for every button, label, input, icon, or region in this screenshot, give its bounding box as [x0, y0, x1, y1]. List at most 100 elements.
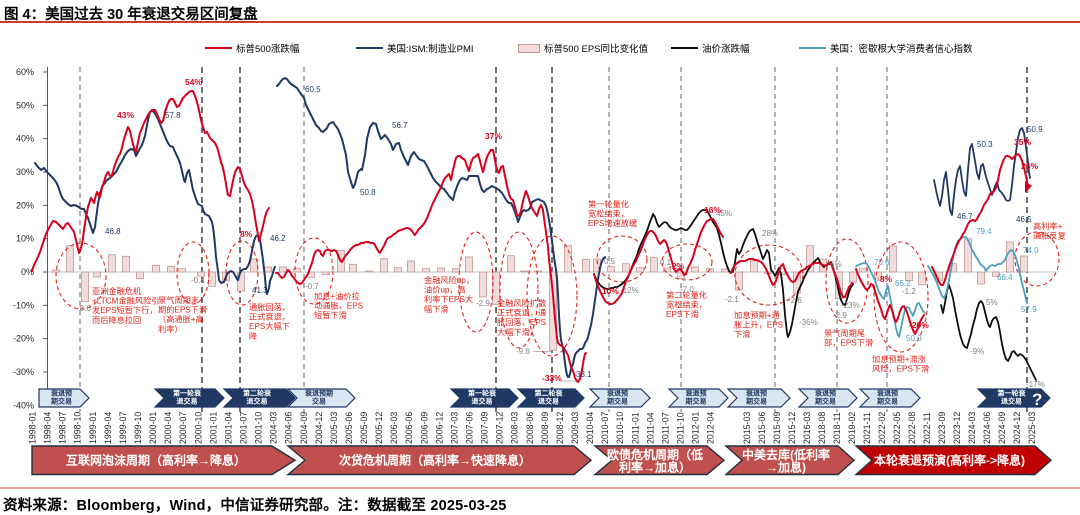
svg-text:2018-11: 2018-11 [832, 412, 842, 444]
svg-text:本轮衰退预演(高利率->降息): 本轮衰退预演(高利率->降息) [874, 453, 1025, 468]
svg-text:37%: 37% [485, 131, 502, 141]
svg-text:2001-04: 2001-04 [223, 412, 233, 444]
svg-text:57.9: 57.9 [1021, 305, 1037, 314]
svg-text:16%: 16% [704, 205, 721, 215]
svg-text:46.2: 46.2 [270, 234, 286, 243]
svg-text:2006-06: 2006-06 [404, 412, 414, 444]
svg-text:40%: 40% [16, 134, 34, 144]
svg-text:1999-01: 1999-01 [88, 412, 98, 444]
svg-text:衰退预: 衰退预 [876, 389, 898, 398]
svg-text:45%: 45% [716, 209, 732, 218]
svg-text:46.8: 46.8 [105, 227, 121, 236]
svg-text:-1.2: -1.2 [902, 287, 916, 296]
svg-text:第一轮衰: 第一轮衰 [468, 389, 497, 398]
svg-text:2011-10: 2011-10 [676, 412, 686, 444]
svg-text:28%: 28% [762, 229, 778, 238]
svg-text:2005-09: 2005-09 [359, 412, 369, 444]
svg-text:2005-06: 2005-06 [344, 412, 354, 444]
svg-text:2022-11: 2022-11 [922, 412, 932, 444]
svg-text:2000-04: 2000-04 [163, 412, 173, 444]
svg-text:2006-03: 2006-03 [389, 412, 399, 444]
svg-text:2008-06: 2008-06 [525, 412, 535, 444]
svg-text:50.8: 50.8 [360, 188, 376, 197]
svg-text:第一轮衰: 第一轮衰 [173, 389, 202, 398]
svg-text:2009-03: 2009-03 [570, 412, 580, 444]
svg-text:-33%: -33% [542, 373, 562, 383]
svg-text:利率→加息）: 利率→加息） [619, 460, 691, 475]
svg-text:2004-03: 2004-03 [269, 412, 279, 444]
svg-text:35%: 35% [1014, 137, 1031, 147]
svg-text:衰退预: 衰退预 [606, 389, 628, 398]
svg-text:74.0: 74.0 [1023, 246, 1039, 255]
svg-text:2004-09: 2004-09 [299, 412, 309, 444]
svg-text:-10%: -10% [13, 300, 34, 310]
svg-text:-40%: -40% [13, 400, 34, 410]
svg-text:79.4: 79.4 [976, 227, 992, 236]
svg-text:退交易: 退交易 [1001, 397, 1022, 406]
svg-text:期交易: 期交易 [51, 397, 72, 406]
svg-text:交易: 交易 [312, 397, 326, 406]
svg-text:-23%: -23% [841, 301, 860, 310]
svg-text:-2.1: -2.1 [725, 295, 739, 304]
svg-text:-8%: -8% [877, 274, 893, 284]
svg-text:50.3: 50.3 [977, 140, 993, 149]
svg-text:2006-09: 2006-09 [419, 412, 429, 444]
svg-text:金融风险up，油价up，高利率下EPS大幅下滑: 金融风险up，油价up，高利率下EPS大幅下滑 [424, 275, 474, 314]
svg-text:2010-10: 2010-10 [615, 412, 625, 444]
svg-text:2023-12: 2023-12 [952, 412, 962, 444]
svg-text:期交易: 期交易 [746, 397, 767, 406]
svg-text:-9%: -9% [970, 347, 984, 356]
svg-text:-0.7: -0.7 [305, 282, 319, 291]
svg-text:2016-03: 2016-03 [802, 412, 812, 444]
svg-text:2010-04: 2010-04 [585, 412, 595, 444]
svg-text:第一轮量化宽松结束，EPS增速放缓: 第一轮量化宽松结束， EPS增速放缓 [588, 199, 637, 228]
svg-text:46.7: 46.7 [957, 212, 973, 221]
svg-text:2021-11: 2021-11 [862, 412, 872, 444]
svg-text:2000-01: 2000-01 [148, 412, 158, 444]
svg-text:2008-03: 2008-03 [510, 412, 520, 444]
svg-text:-20%: -20% [13, 334, 34, 344]
svg-text:-7.0: -7.0 [680, 285, 694, 294]
svg-text:期交易: 期交易 [686, 397, 707, 406]
svg-text:2024-12: 2024-12 [1012, 412, 1022, 444]
svg-text:10%: 10% [16, 234, 34, 244]
svg-text:1999-04: 1999-04 [103, 412, 113, 444]
svg-text:衰退预: 衰退预 [50, 389, 72, 398]
svg-text:第二轮量化宽松结束，EPS下滑: 第二轮量化宽松结束， EPS下滑 [666, 290, 707, 319]
svg-text:2011-01: 2011-01 [630, 412, 640, 444]
svg-text:1998-07: 1998-07 [58, 412, 68, 444]
svg-text:2010-07: 2010-07 [600, 412, 610, 444]
svg-text:43%: 43% [117, 110, 134, 120]
svg-text:2007-09: 2007-09 [480, 412, 490, 444]
svg-text:2012-04: 2012-04 [706, 412, 716, 444]
svg-text:50%: 50% [16, 100, 34, 110]
svg-text:2011-07: 2011-07 [660, 412, 670, 444]
svg-text:互联网泡沫周期（高利率→降息）: 互联网泡沫周期（高利率→降息） [66, 453, 246, 468]
svg-text:60.5: 60.5 [305, 85, 321, 94]
svg-text:?: ? [1032, 390, 1042, 409]
svg-text:2004-12: 2004-12 [314, 412, 324, 444]
svg-text:2008-12: 2008-12 [555, 412, 565, 444]
svg-text:2025-03: 2025-03 [1027, 412, 1037, 444]
svg-text:→加息): →加息) [766, 460, 806, 475]
svg-text:0.1: 0.1 [660, 258, 672, 267]
svg-text:期交易: 期交易 [607, 397, 628, 406]
svg-text:50.9: 50.9 [1027, 125, 1043, 134]
svg-text:-0.4: -0.4 [191, 276, 205, 285]
svg-text:衰退预: 衰退预 [814, 389, 836, 398]
svg-text:46.5: 46.5 [1016, 215, 1032, 224]
svg-text:退交易: 退交易 [247, 397, 268, 406]
svg-text:-2.9: -2.9 [833, 311, 847, 320]
svg-text:加息预期+滞涨风险，EPS下滑: 加息预期+滞涨风险，EPS下滑 [872, 354, 929, 374]
svg-text:2022-08: 2022-08 [907, 412, 917, 444]
svg-text:2015-09: 2015-09 [772, 412, 782, 444]
svg-text:2001-01: 2001-01 [208, 412, 218, 444]
svg-text:欧债危机周期（低: 欧债危机周期（低 [607, 447, 703, 462]
svg-text:-36%: -36% [799, 318, 818, 327]
svg-text:-17%: -17% [1026, 380, 1045, 389]
svg-text:6%: 6% [830, 260, 842, 269]
svg-text:-30%: -30% [13, 367, 34, 377]
svg-text:66.4: 66.4 [997, 273, 1013, 282]
svg-text:2001-07: 2001-07 [239, 412, 249, 444]
